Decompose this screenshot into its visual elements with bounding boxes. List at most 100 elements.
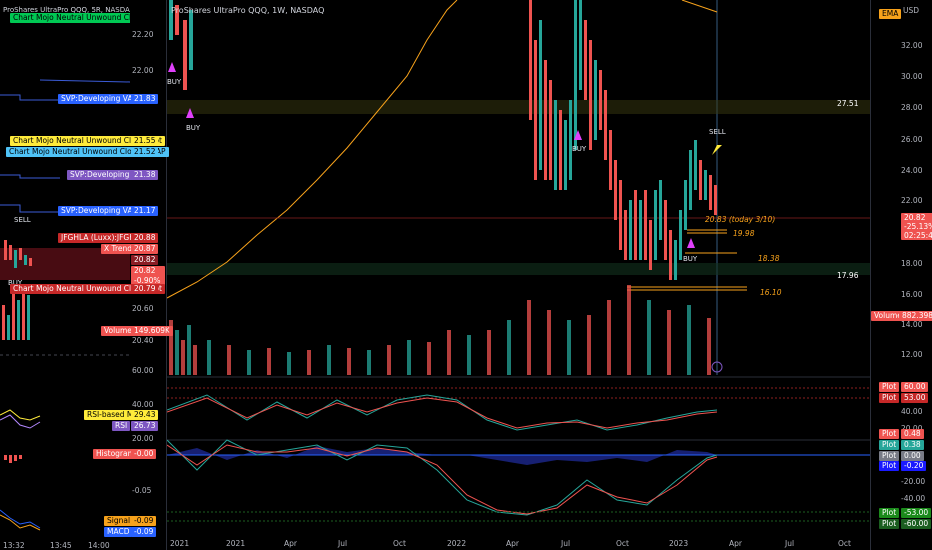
left-axis-tick: 60.00 xyxy=(132,366,154,375)
volume-tag-label: Volume xyxy=(871,311,905,321)
candles-left xyxy=(169,0,193,90)
tag-svp-poc: SVP:Developing Poc xyxy=(67,170,148,180)
tag-svp-poc-value: 21.38 xyxy=(131,170,159,180)
main-chart-header: ProShares UltraPro QQQ, 1W, NASDAQ xyxy=(171,6,325,15)
left-time-label: 13:45 xyxy=(50,541,72,550)
left-chart-header: ProShares UltraPro QQQ, 5R, NASDAQ, B xyxy=(3,6,145,14)
ema-tag: EMA xyxy=(879,9,902,19)
mid-plot-tag: Plot xyxy=(879,451,900,461)
level-16-10: 16.10 xyxy=(760,288,782,297)
last-price-tag: 20.82-25.13%02:25:40 xyxy=(901,213,932,240)
tag-svp-va-high: SVP:Developing VA High xyxy=(58,94,156,104)
volume-bars xyxy=(169,285,711,375)
x-label: Oct xyxy=(616,539,629,548)
right-price-axis[interactable]: USD EMA 32.00 30.00 28.00 26.00 24.00 22… xyxy=(870,0,932,550)
tag-rsi-ma-value: 29.43 xyxy=(131,410,159,420)
mid-plot-tag: Plot xyxy=(879,461,900,471)
buy-label-2: BUY xyxy=(186,124,201,132)
left-top-tag: Chart Mojo Neutral Unwound Cloud:Plot xyxy=(10,13,165,23)
tag-rsi-ma: RSI-based MA xyxy=(84,410,142,420)
tag-macd-value: -0.09 xyxy=(131,527,157,537)
y-tick: 30.00 xyxy=(901,72,923,81)
y-tick: -40.00 xyxy=(901,494,926,503)
level-20-83: 20.83 (today 3/10) xyxy=(705,215,776,224)
rsi-plot-value: 53.00 xyxy=(901,393,929,403)
tag-cloud-plot: Chart Mojo Neutral Unwound Cloud:Plot xyxy=(10,136,165,146)
bottom-plot-value: -53.00 xyxy=(901,508,932,518)
tag-cloud-plot-value: 21.55 xyxy=(131,136,159,146)
y-tick: 14.00 xyxy=(901,320,923,329)
x-label: 2023 xyxy=(669,539,689,548)
buy-label-1: BUY xyxy=(167,78,182,86)
left-volume xyxy=(2,285,30,340)
buy-label-4: BUY xyxy=(683,255,698,263)
y-tick: 16.00 xyxy=(901,290,923,299)
left-chart-canvas xyxy=(0,4,130,531)
y-tick: 28.00 xyxy=(901,103,923,112)
left-sell-label: SELL xyxy=(14,216,31,224)
left-axis-tick: 22.00 xyxy=(132,66,154,75)
left-axis-tick: 20.60 xyxy=(132,304,154,313)
rsi-plot-value: 60.00 xyxy=(901,382,929,392)
sell-label: SELL xyxy=(709,128,726,136)
tag-cloud-plot-2-value: 20.79 xyxy=(131,284,159,294)
x-label: Jul xyxy=(338,539,348,548)
tag-svp-va-high-value: 21.83 xyxy=(131,94,159,104)
level-18-38: 18.38 xyxy=(758,254,780,263)
x-label: 2021 xyxy=(226,539,246,548)
x-label: 2022 xyxy=(447,539,467,548)
left-axis-tick: 22.20 xyxy=(132,30,154,39)
left-mini-chart[interactable]: ProShares UltraPro QQQ, 5R, NASDAQ, B Ch… xyxy=(0,0,165,550)
y-tick: 22.00 xyxy=(901,196,923,205)
bottom-plot-tag: Plot xyxy=(879,508,900,518)
volume-tag-value: 882.398K xyxy=(899,311,932,321)
tag-cloud-vwap: Chart Mojo Neutral Unwound Cloud:VWAP xyxy=(6,147,169,157)
candles-right xyxy=(529,0,717,280)
tag-last-price: 20.82 -0.90% xyxy=(131,266,165,286)
y-tick: 26.00 xyxy=(901,135,923,144)
left-time-label: 13:32 xyxy=(3,541,25,550)
y-tick: 32.00 xyxy=(901,41,923,50)
rsi-plot-tag: Plot xyxy=(879,382,900,392)
tag-jfghla-value: 20.88 xyxy=(131,233,159,243)
tag-svp-va-low-value: 21.17 xyxy=(131,206,159,216)
x-label: Jul xyxy=(785,539,795,548)
mid-plot-value: 0.38 xyxy=(901,440,924,450)
main-weekly-chart[interactable]: ProShares UltraPro QQQ, 1W, NASDAQ BUY B… xyxy=(167,0,870,522)
left-axis-tick: -0.05 xyxy=(132,486,152,495)
tag-cloud-vwap-value: 21.52 xyxy=(131,147,159,157)
y-tick: 40.00 xyxy=(901,407,923,416)
level-19-98: 19.98 xyxy=(733,229,755,238)
tag-jfghla: JFGHLA (Luxx):JFGHLA xyxy=(58,233,148,243)
mid-plot-tag: Plot xyxy=(879,440,900,450)
x-label: Jul xyxy=(561,539,571,548)
left-axis-tick: 40.00 xyxy=(132,400,154,409)
tag-macd: MACD xyxy=(104,527,133,537)
left-histogram xyxy=(4,455,22,463)
mid-plot-value: -0.20 xyxy=(901,461,927,471)
tag-x-trend-value: 20.87 xyxy=(131,244,159,254)
mid-plot-tag: Plot xyxy=(879,429,900,439)
y-tick: 20.00 xyxy=(901,424,922,433)
x-label: Oct xyxy=(393,539,406,548)
y-tick: 24.00 xyxy=(901,166,923,175)
tag-histogram-value: -0.00 xyxy=(131,449,157,459)
tag-signal: Signal xyxy=(104,516,134,526)
currency-label: USD xyxy=(903,6,920,15)
tag-histogram: Histogram xyxy=(93,449,138,459)
y-tick: 12.00 xyxy=(901,350,923,359)
price-label-17-96: 17.96 xyxy=(837,271,859,280)
left-candles xyxy=(4,240,32,268)
bottom-plot-value: -60.00 xyxy=(901,519,932,529)
left-time-label: 14:00 xyxy=(88,541,110,550)
tag-rsi-value: 26.73 xyxy=(131,421,159,431)
buy-label-3: BUY xyxy=(572,145,587,153)
tag-cloud-plot-2: Chart Mojo Neutral Unwound Cloud:Plot xyxy=(10,284,165,294)
rsi-plot-tag: Plot xyxy=(879,393,900,403)
left-axis-tick: 20.00 xyxy=(132,434,154,443)
left-axis-tick: 20.40 xyxy=(132,336,154,345)
x-label: Oct xyxy=(838,539,851,548)
x-label: Apr xyxy=(284,539,297,548)
bottom-plot-tag: Plot xyxy=(879,519,900,529)
mid-plot-value: 0.00 xyxy=(901,451,924,461)
